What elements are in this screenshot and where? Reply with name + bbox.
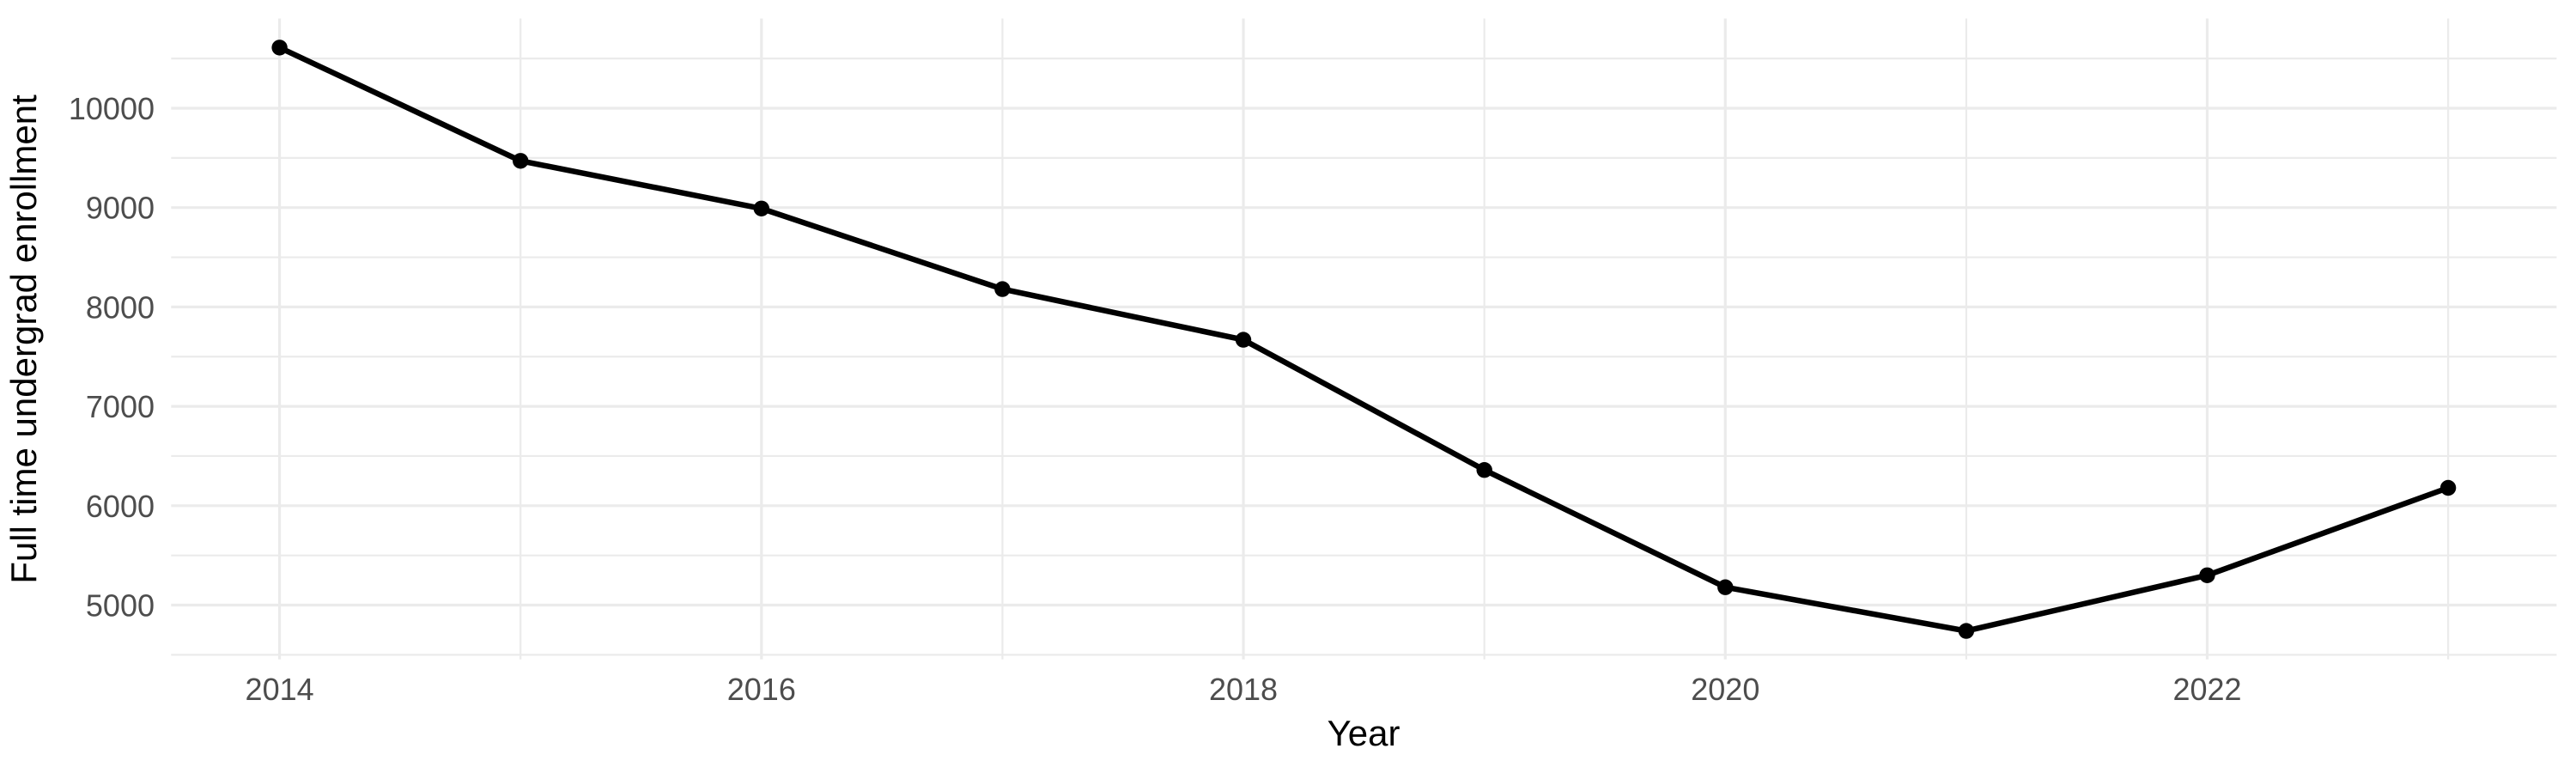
x-axis-title: Year <box>1327 713 1400 753</box>
y-axis-title: Full time undergrad enrollment <box>3 94 44 584</box>
x-tick-label: 2022 <box>2172 672 2241 707</box>
x-tick-label: 2018 <box>1209 672 1278 707</box>
data-point-2016 <box>753 200 769 216</box>
data-point-2015 <box>513 153 529 169</box>
data-point-2022 <box>2199 567 2215 583</box>
enrollment-trend-line <box>278 45 2450 634</box>
y-tick-label: 9000 <box>86 191 155 226</box>
x-tick-label: 2020 <box>1691 672 1759 707</box>
data-point-2019 <box>1476 462 1492 478</box>
y-tick-label: 8000 <box>86 289 155 325</box>
data-point-2018 <box>1235 332 1252 348</box>
data-point-2021 <box>1958 623 1975 639</box>
data-point-2017 <box>994 281 1011 297</box>
data-point-2014 <box>271 40 288 56</box>
y-tick-label: 10000 <box>69 91 155 126</box>
data-point-2020 <box>1717 579 1734 595</box>
tick-labels-group: 5000 6000 7000 8000 9000 10000 2014 2016 2018 202… <box>69 91 2242 707</box>
data-series-group <box>271 40 2457 639</box>
y-tick-label: 6000 <box>86 489 155 524</box>
data-point-2023 <box>2439 479 2457 496</box>
y-tick-label: 5000 <box>86 588 155 624</box>
x-tick-label: 2016 <box>727 672 796 707</box>
gridlines-group <box>171 18 2557 660</box>
y-tick-label: 7000 <box>86 389 155 424</box>
x-tick-label: 2014 <box>246 672 314 707</box>
